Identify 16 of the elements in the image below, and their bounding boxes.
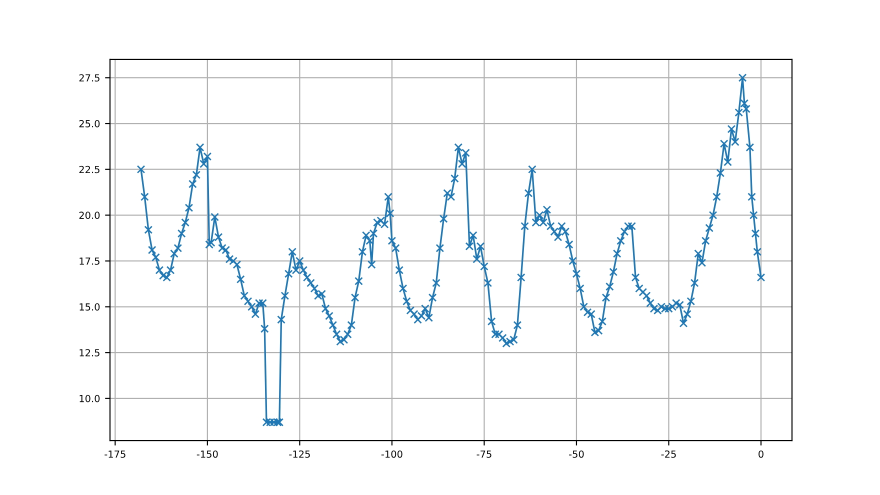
x-tick-label: -75: [476, 450, 492, 458]
y-tick-label: 15.0: [80, 303, 100, 311]
y-tick-label: 17.5: [80, 258, 100, 265]
x-tick-label: -50: [569, 450, 584, 458]
y-tick-label: 22.5: [79, 166, 100, 174]
x-tick-label: 0: [758, 450, 764, 458]
x-tick-label: -25: [661, 450, 676, 458]
y-tick-label: 12.5: [80, 349, 100, 356]
y-tick-label: 27.5: [79, 74, 100, 82]
y-tick-label: 25.0: [79, 120, 100, 128]
x-tick-label: -100: [381, 450, 402, 458]
y-tick-label: 20.0: [79, 212, 100, 219]
x-tick-label: -150: [196, 450, 218, 458]
x-tick-label: -125: [289, 450, 310, 458]
x-tick-label: -175: [104, 450, 126, 458]
y-tick-label: 10.0: [80, 394, 100, 402]
